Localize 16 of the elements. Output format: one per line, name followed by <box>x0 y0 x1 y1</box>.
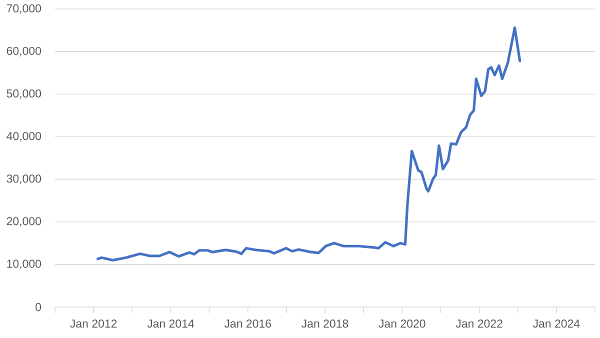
y-tick-label: 50,000 <box>6 89 42 99</box>
x-tick-label: Jan 2018 <box>302 320 348 328</box>
x-tick-label: Jan 2016 <box>224 320 271 328</box>
x-tick-label: Jan 2014 <box>147 320 194 328</box>
x-tick-label: Jan 2020 <box>378 320 426 328</box>
y-tick-label: 60,000 <box>6 46 42 56</box>
y-tick-label: 0 <box>36 302 42 312</box>
line-series <box>95 26 522 262</box>
y-tick-label: 20,000 <box>6 217 42 227</box>
y-tick-label: 10,000 <box>7 260 42 270</box>
x-tick-label: Jan 2012 <box>70 320 117 328</box>
y-tick-label: 30,000 <box>6 174 42 184</box>
x-tick-label: Jan 2024 <box>532 320 580 328</box>
y-tick-label: 70,000 <box>6 4 42 14</box>
y-tick-label: 40,000 <box>6 132 42 142</box>
x-tick-label: Jan 2022 <box>456 320 502 328</box>
